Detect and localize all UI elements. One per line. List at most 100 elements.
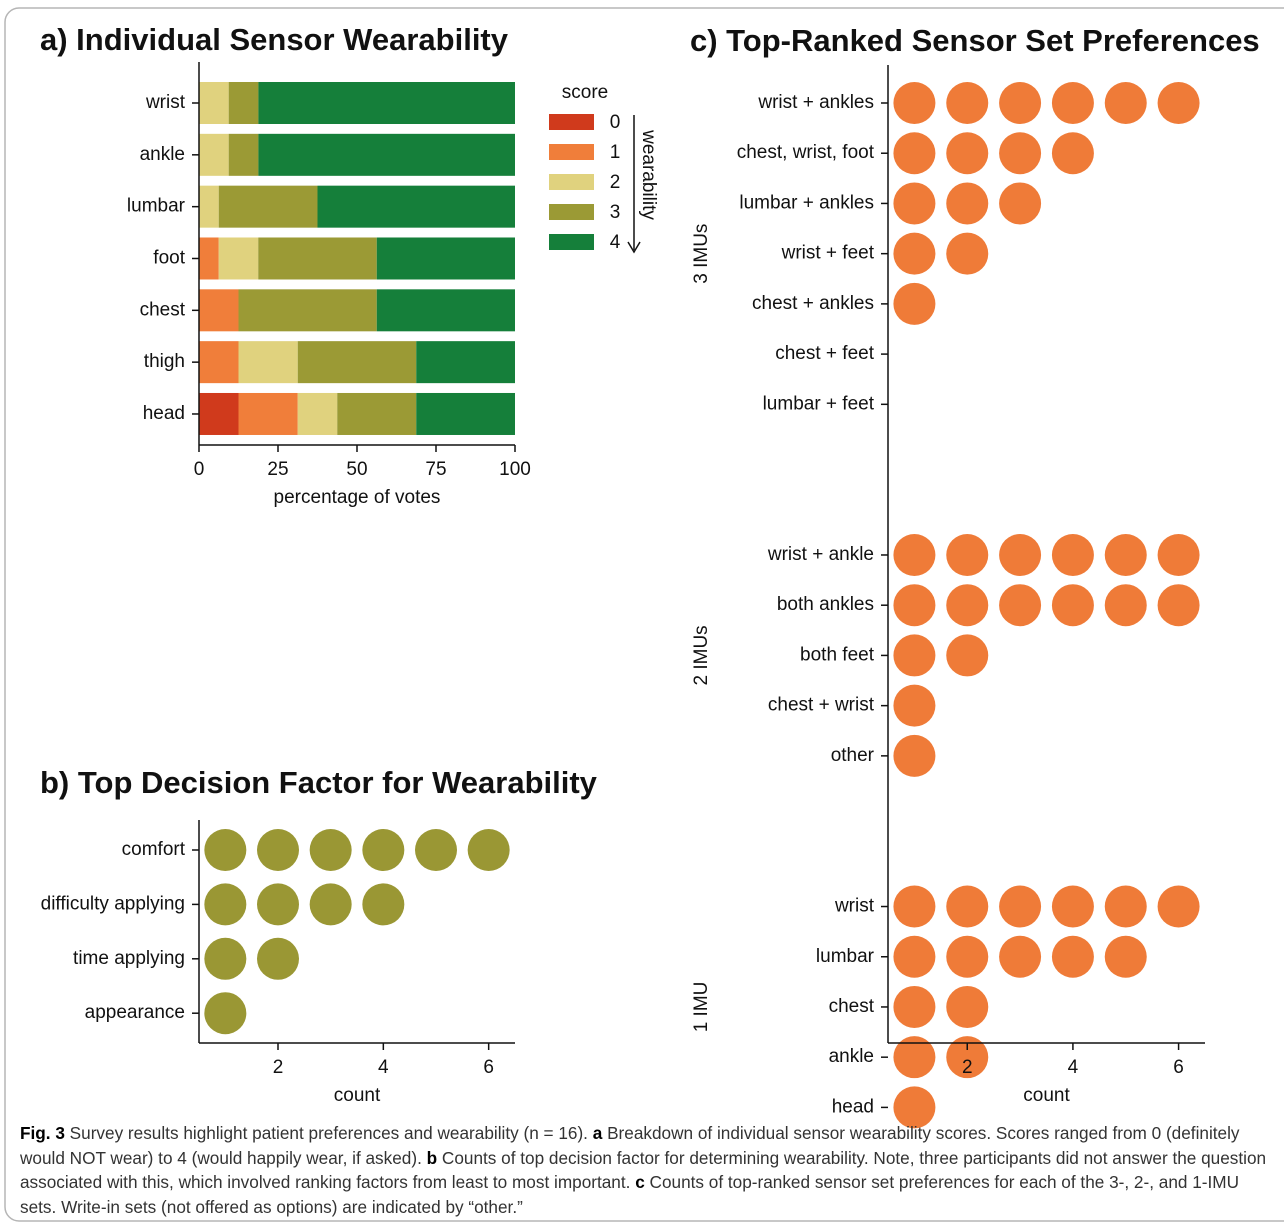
y-tick-label: chest	[140, 299, 186, 320]
bar-segment	[238, 341, 298, 384]
dot	[1104, 584, 1147, 627]
caption-text: Survey results highlight patient prefere…	[64, 1123, 593, 1143]
dot	[362, 883, 405, 926]
chart-title: a) Individual Sensor Wearability	[40, 22, 509, 57]
dot	[1051, 533, 1094, 576]
x-tick-label: 75	[425, 459, 446, 480]
legend-swatch	[549, 144, 594, 160]
bar-segment	[258, 133, 515, 176]
dot	[1157, 885, 1200, 928]
dot	[893, 985, 936, 1028]
y-tick-label: lumbar + ankles	[739, 192, 874, 213]
bar-segment	[416, 392, 515, 435]
dot	[893, 684, 936, 727]
dot	[1051, 584, 1094, 627]
dot	[893, 935, 936, 978]
legend-label: 2	[610, 172, 621, 193]
y-tick-label: thigh	[144, 351, 185, 372]
y-tick-label: foot	[153, 248, 185, 269]
y-tick-label: difficulty applying	[41, 893, 185, 914]
y-tick-label: wrist	[834, 896, 875, 917]
chart-title: c) Top-Ranked Sensor Set Preferences	[690, 23, 1260, 58]
caption-label: c	[635, 1172, 645, 1192]
dot	[1051, 885, 1094, 928]
dot	[946, 533, 989, 576]
dot	[893, 282, 936, 325]
dot	[999, 182, 1042, 225]
dot	[946, 584, 989, 627]
y-tick-label: wrist + ankle	[767, 544, 874, 565]
group-label: 3 IMUs	[691, 224, 712, 284]
dot	[999, 132, 1042, 175]
dot	[893, 634, 936, 677]
legend-note: wearability	[638, 129, 659, 220]
legend-arrowhead	[627, 241, 641, 254]
dot	[1051, 132, 1094, 175]
dot	[893, 584, 936, 627]
caption-text: Breakdown of individual sensor wearabili…	[20, 1123, 1240, 1168]
bar-segment	[228, 82, 259, 124]
dot	[946, 634, 989, 677]
y-tick-label: wrist + ankles	[757, 92, 874, 113]
y-tick-label: lumbar + feet	[763, 393, 875, 414]
dot	[946, 985, 989, 1028]
caption: Fig. 3 Survey results highlight patient …	[20, 1121, 1270, 1219]
legend-swatch	[549, 174, 594, 190]
dot	[893, 132, 936, 175]
x-tick-label: 25	[267, 459, 288, 480]
bar-segment	[199, 82, 229, 124]
dot	[204, 937, 247, 980]
bar-segment	[258, 82, 515, 124]
dot	[1051, 82, 1094, 124]
dot	[999, 82, 1042, 124]
dot	[1104, 533, 1147, 576]
bar-segment	[317, 185, 515, 228]
legend-swatch	[549, 114, 594, 130]
bar-segment	[258, 237, 377, 280]
y-tick-label: appearance	[85, 1002, 185, 1023]
dot	[999, 584, 1042, 627]
caption-text: Counts of top decision factor for determ…	[20, 1147, 1267, 1193]
dot	[257, 829, 299, 871]
x-tick-label: 6	[1173, 1057, 1184, 1078]
y-tick-label: other	[831, 745, 875, 766]
x-axis-label: percentage of votes	[274, 487, 441, 508]
dot	[893, 182, 936, 225]
x-axis-label: count	[334, 1085, 381, 1106]
figure-frame	[4, 7, 1284, 1222]
y-tick-label: chest	[829, 996, 875, 1017]
dot	[946, 232, 989, 275]
bar-segment	[199, 341, 239, 384]
dot	[893, 1086, 936, 1129]
legend-swatch	[549, 204, 594, 220]
bar-segment	[199, 289, 239, 332]
dot	[1104, 82, 1147, 124]
y-tick-label: both feet	[800, 644, 875, 665]
caption-text: Counts of top-ranked sensor set preferen…	[20, 1172, 1239, 1217]
y-tick-label: time applying	[73, 948, 185, 969]
dot	[893, 232, 936, 275]
bar-segment	[238, 289, 377, 332]
x-axis-label: count	[1023, 1085, 1070, 1106]
y-tick-label: head	[832, 1096, 874, 1117]
dot	[1157, 584, 1200, 627]
y-tick-label: ankle	[140, 144, 185, 165]
bar-segment	[218, 237, 259, 280]
dot	[257, 883, 299, 926]
dot	[999, 935, 1042, 978]
x-tick-label: 100	[499, 459, 531, 480]
x-tick-label: 2	[962, 1057, 973, 1078]
legend-label: 1	[610, 142, 621, 163]
bar-segment	[218, 185, 318, 228]
dot	[309, 829, 352, 871]
dot	[893, 885, 936, 928]
bar-segment	[297, 341, 417, 384]
bar-segment	[199, 237, 219, 280]
caption-label: b	[426, 1147, 438, 1168]
dot	[946, 82, 989, 124]
bar-segment	[337, 392, 417, 435]
x-tick-label: 4	[1068, 1057, 1079, 1078]
y-tick-label: head	[143, 403, 185, 424]
